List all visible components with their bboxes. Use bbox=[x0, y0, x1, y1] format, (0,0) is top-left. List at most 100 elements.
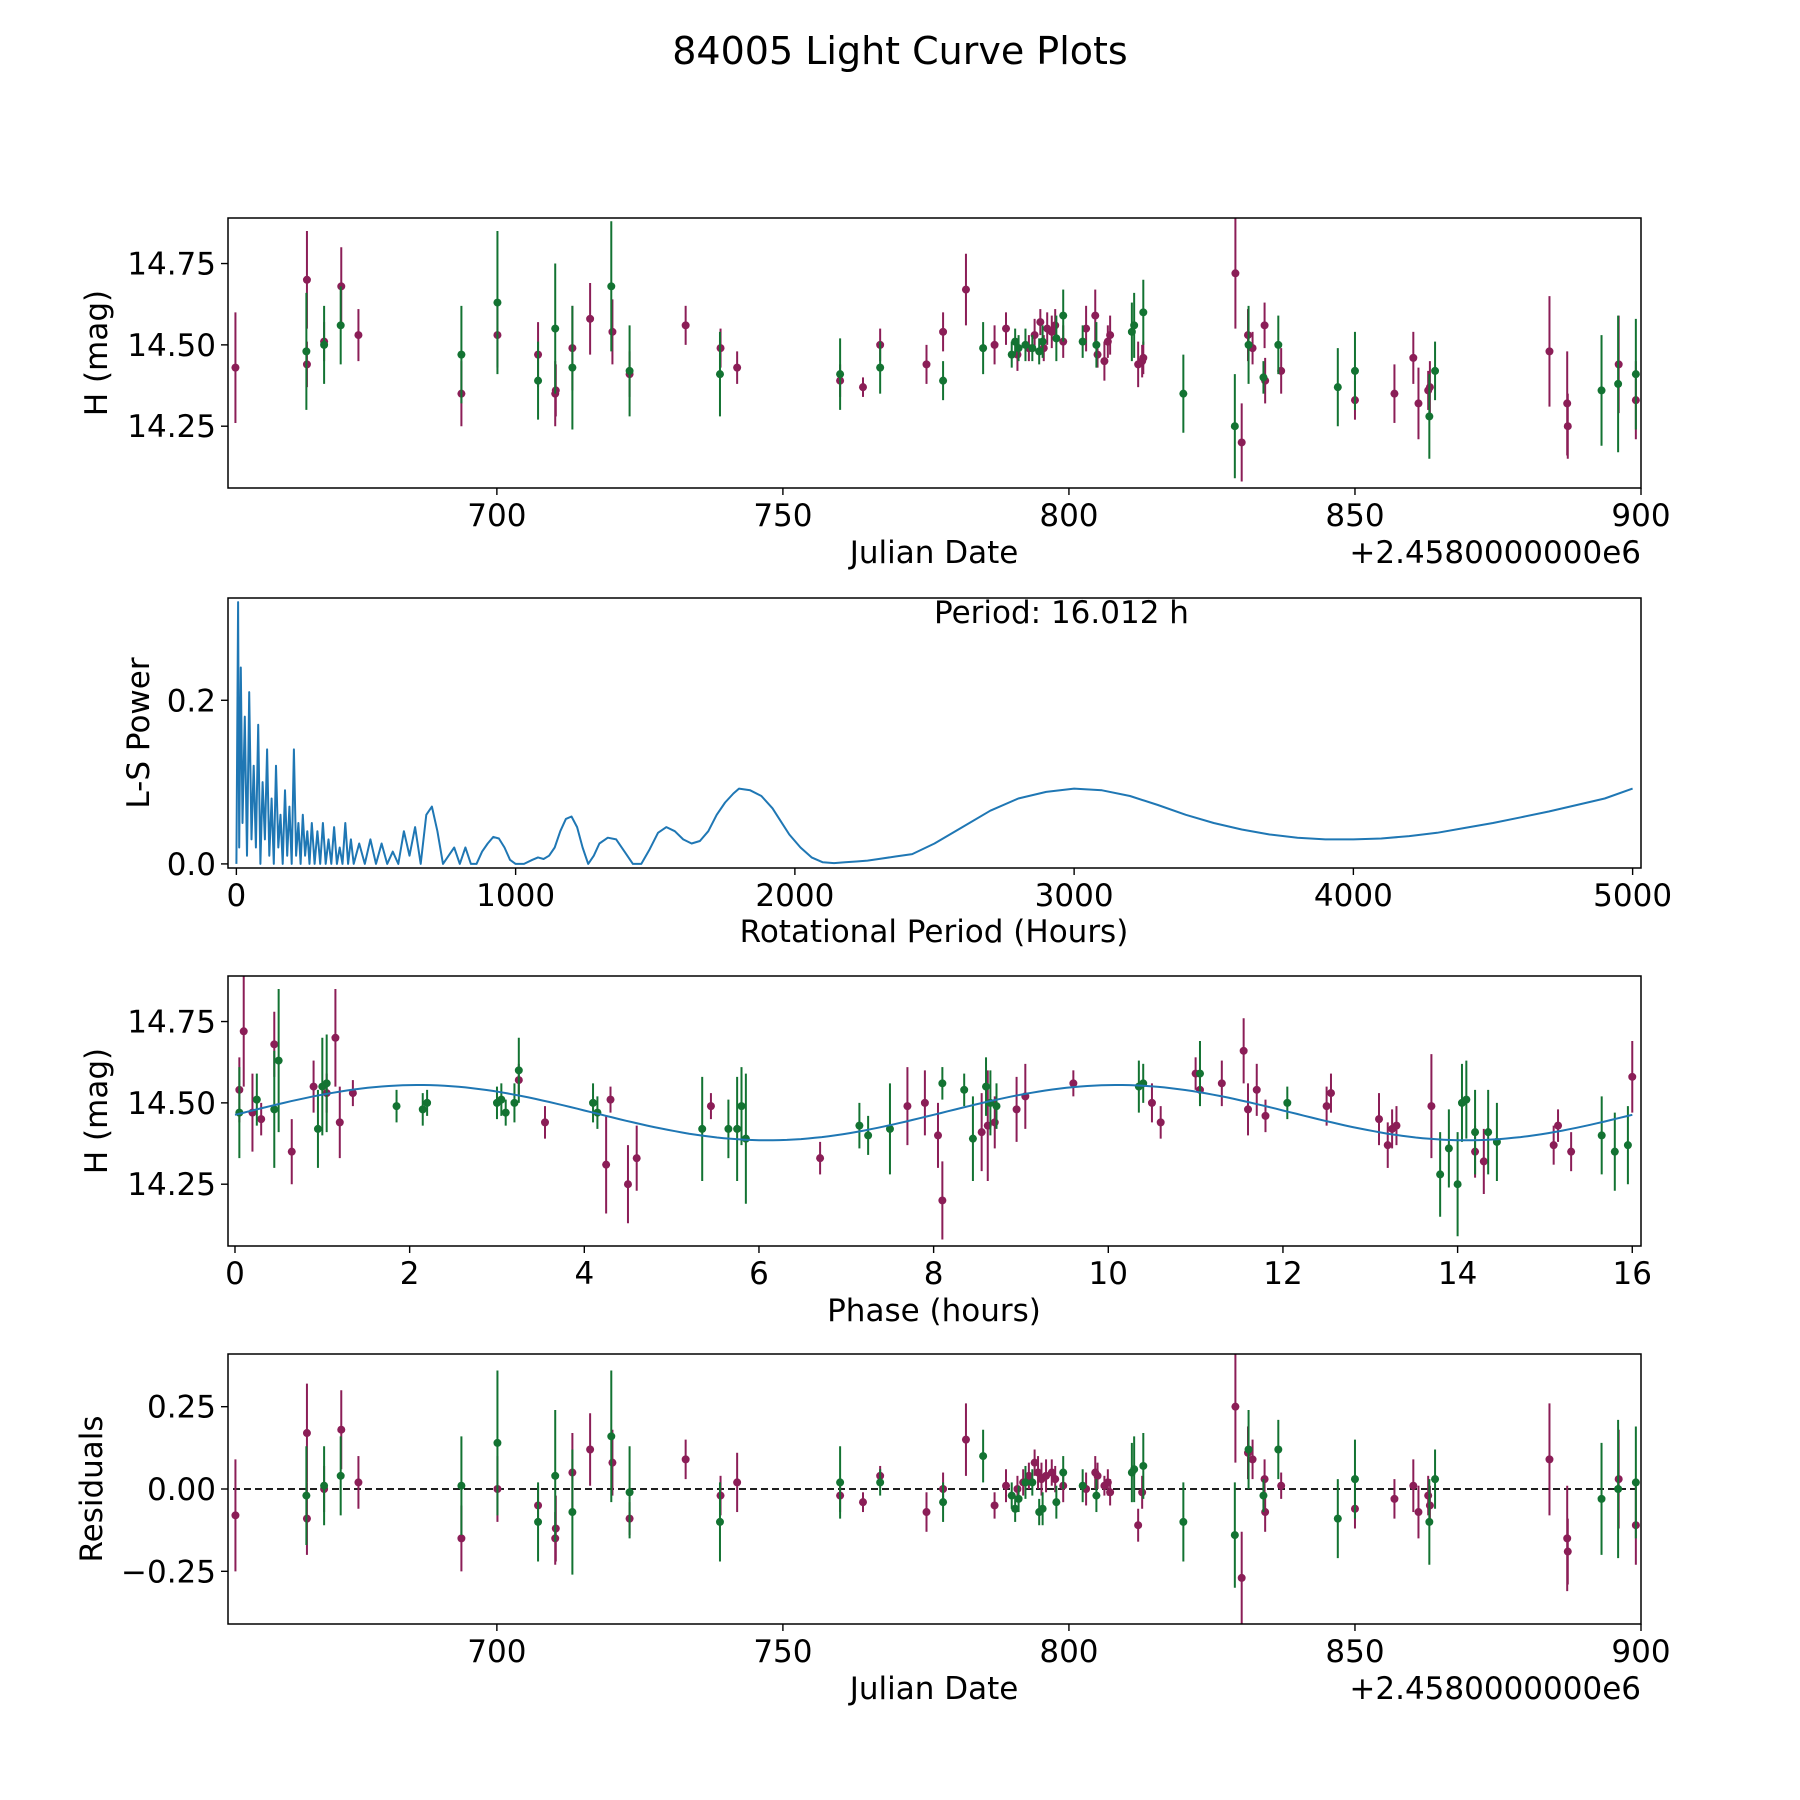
light-curve-point bbox=[979, 344, 988, 353]
light-curve-point bbox=[1078, 337, 1087, 346]
phase-folded-point bbox=[737, 1102, 746, 1111]
residuals-point bbox=[1013, 1485, 1022, 1493]
phase-folded-point bbox=[1567, 1147, 1576, 1156]
phase-folded-point bbox=[602, 1160, 611, 1169]
phase-folded-point bbox=[313, 1124, 322, 1133]
phase-folded-point bbox=[309, 1082, 318, 1091]
periodogram-xtick-label: 5000 bbox=[1593, 878, 1672, 914]
residuals-point bbox=[336, 1471, 345, 1480]
phase-folded-point bbox=[497, 1095, 506, 1104]
phase-folded-point bbox=[982, 1082, 991, 1091]
light-curve-point bbox=[961, 285, 970, 294]
phase-folded-point bbox=[1623, 1141, 1632, 1150]
phase-folded-xtick-label: 8 bbox=[924, 1256, 944, 1292]
residuals-point bbox=[990, 1501, 999, 1510]
residuals-point bbox=[836, 1478, 845, 1487]
light-curve-point bbox=[625, 366, 634, 375]
phase-folded-point bbox=[968, 1134, 977, 1143]
residuals-point bbox=[320, 1481, 329, 1490]
phase-folded-point bbox=[418, 1105, 427, 1114]
phase-folded-point bbox=[1012, 1105, 1021, 1114]
residuals-point bbox=[1277, 1481, 1286, 1490]
phase-folded-point bbox=[1554, 1121, 1563, 1130]
phase-folded-point bbox=[1471, 1128, 1480, 1137]
periodogram-ytick-label: 0.0 bbox=[167, 847, 216, 883]
residuals-point bbox=[1028, 1478, 1037, 1487]
phase-folded-point bbox=[274, 1056, 283, 1065]
light-curve-point bbox=[1414, 399, 1423, 408]
phase-folded-point bbox=[1462, 1095, 1471, 1104]
residuals-point bbox=[681, 1455, 690, 1464]
phase-folded-point bbox=[903, 1102, 912, 1111]
residuals-ylabel: Residuals bbox=[74, 1415, 110, 1562]
residuals-point bbox=[1002, 1481, 1011, 1490]
light-curve-point bbox=[493, 298, 502, 307]
phase-folded-point bbox=[933, 1131, 942, 1140]
light-curve-point bbox=[1139, 308, 1148, 317]
phase-folded-point bbox=[1597, 1131, 1606, 1140]
light-curve-point bbox=[1059, 311, 1068, 320]
light-curve-point bbox=[551, 324, 560, 333]
phase-folded-point bbox=[1217, 1079, 1226, 1088]
residuals-ytick-label: 0.00 bbox=[147, 1472, 216, 1508]
phase-folded-point bbox=[541, 1118, 550, 1127]
periodogram-xlabel: Rotational Period (Hours) bbox=[740, 914, 1129, 950]
residuals-point bbox=[1139, 1461, 1148, 1470]
residuals-xtick-label: 900 bbox=[1611, 1634, 1670, 1670]
light-curve-point bbox=[231, 363, 240, 372]
light-curve-point bbox=[1106, 331, 1115, 340]
residuals-point bbox=[551, 1471, 560, 1480]
residuals-point bbox=[1034, 1468, 1043, 1477]
phase-folded-point bbox=[1610, 1147, 1619, 1156]
periodogram-panel: 0 1000 2000 3000 4000 5000 0.0 0.2 Period: 16.0… bbox=[121, 595, 1672, 950]
light-curve-ytick-label: 14.25 bbox=[127, 409, 216, 445]
phase-folded-point bbox=[1427, 1102, 1436, 1111]
residuals-point bbox=[1244, 1445, 1253, 1454]
phase-folded-point bbox=[606, 1095, 615, 1104]
light-curve-point bbox=[1002, 324, 1011, 333]
periodogram-annotation: Period: 16.012 h bbox=[934, 595, 1189, 631]
phase-folded-point bbox=[287, 1147, 296, 1156]
phase-folded-xlabel: Phase (hours) bbox=[827, 1293, 1041, 1329]
phase-folded-point bbox=[1195, 1069, 1204, 1078]
phase-folded-xtick-label: 2 bbox=[400, 1256, 420, 1292]
light-curve-point bbox=[1237, 438, 1246, 447]
light-curve-point bbox=[1409, 353, 1418, 362]
phase-folded-point bbox=[1375, 1115, 1384, 1124]
phase-folded-point bbox=[733, 1124, 742, 1133]
light-curve-point bbox=[939, 376, 948, 385]
phase-folded-point bbox=[1453, 1180, 1462, 1189]
light-curve-point bbox=[568, 363, 577, 372]
residuals-point bbox=[1333, 1514, 1342, 1523]
phase-folded-ytick-label: 14.75 bbox=[127, 1005, 216, 1041]
light-curve-point bbox=[1092, 340, 1101, 349]
residuals-point bbox=[1059, 1468, 1068, 1477]
residuals-point bbox=[1414, 1508, 1423, 1517]
phase-folded-point bbox=[632, 1154, 641, 1163]
light-curve-point bbox=[320, 340, 329, 349]
residuals-ytick-label: −0.25 bbox=[121, 1554, 216, 1590]
light-curve-point bbox=[1130, 321, 1139, 330]
phase-folded-point bbox=[270, 1105, 279, 1114]
residuals-point bbox=[1425, 1517, 1434, 1526]
phase-folded-point bbox=[501, 1108, 510, 1117]
residuals-point bbox=[1274, 1445, 1283, 1454]
light-curve-point bbox=[1028, 344, 1037, 353]
light-curve-point bbox=[1011, 337, 1020, 346]
residuals-point bbox=[1230, 1531, 1239, 1540]
residuals-offset-label: +2.4580000000e6 bbox=[1349, 1671, 1641, 1707]
residuals-xlabel: Julian Date bbox=[848, 1671, 1019, 1707]
residuals-point bbox=[1078, 1481, 1087, 1490]
periodogram-xtick-label: 0 bbox=[227, 878, 247, 914]
light-curve-point bbox=[1179, 389, 1188, 398]
phase-folded-point bbox=[322, 1079, 331, 1088]
phase-folded-point bbox=[1479, 1157, 1488, 1166]
residuals-point bbox=[568, 1508, 577, 1517]
light-curve-point bbox=[1038, 337, 1047, 346]
phase-folded-point bbox=[1261, 1111, 1270, 1120]
light-curve-point bbox=[1021, 340, 1030, 349]
light-curve-point bbox=[1431, 366, 1440, 375]
light-curve-point bbox=[1139, 353, 1148, 362]
